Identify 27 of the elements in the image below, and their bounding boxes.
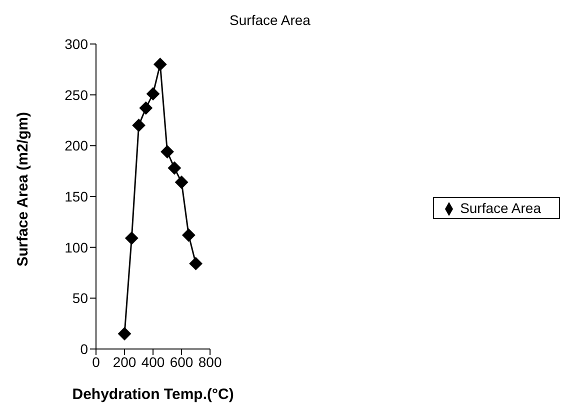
y-tick-label: 200 [64,138,88,154]
x-tick-label: 800 [198,354,222,370]
point [118,327,132,340]
point [160,145,174,158]
point [175,176,188,189]
y-tick-label: 250 [64,86,88,103]
point [132,118,146,132]
point [125,232,138,245]
x-tick-label: 600 [170,354,194,370]
y-tick-label: 300 [64,36,88,52]
text: Surface Area [228,12,312,28]
y-axis-title: Surface Area (m2/gm) [14,112,32,266]
y-tick-label: 50 [72,290,88,306]
x-tick-label: 0 [92,354,100,370]
point [139,102,152,115]
y-tick-label: 150 [64,188,88,204]
point [154,58,167,71]
legend-label: Surface Area [460,200,541,216]
point [182,228,196,242]
y-tick-label: 0 [80,340,88,357]
x-tick-label: 400 [141,354,165,370]
point [168,162,181,175]
x-tick-label: 200 [112,354,136,370]
point [189,257,202,270]
y-tick-label: 100 [64,239,88,256]
x-axis-title: Dehydration Temp.(°C) [72,386,234,403]
point [146,87,160,100]
